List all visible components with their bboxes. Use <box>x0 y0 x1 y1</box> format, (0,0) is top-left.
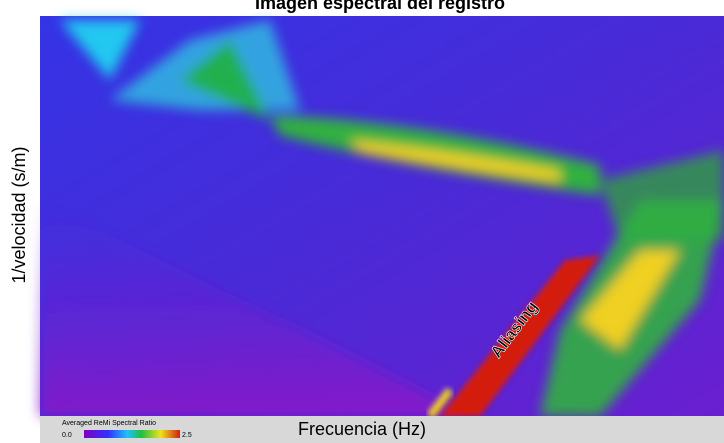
colorbar-title: Averaged ReMi Spectral Ratio <box>62 420 156 427</box>
spectral-image <box>40 16 724 416</box>
page: Imagen espectral del registro 1/velocida… <box>0 0 724 443</box>
y-axis-label: 1/velocidad (s/m) <box>9 146 29 283</box>
x-axis-label: Frecuencia (Hz) <box>298 419 426 439</box>
title: Imagen espectral del registro <box>255 0 505 13</box>
colorbar-max: 2.5 <box>182 432 192 439</box>
colorbar-min: 0.0 <box>62 432 72 439</box>
colorbar <box>84 430 180 438</box>
